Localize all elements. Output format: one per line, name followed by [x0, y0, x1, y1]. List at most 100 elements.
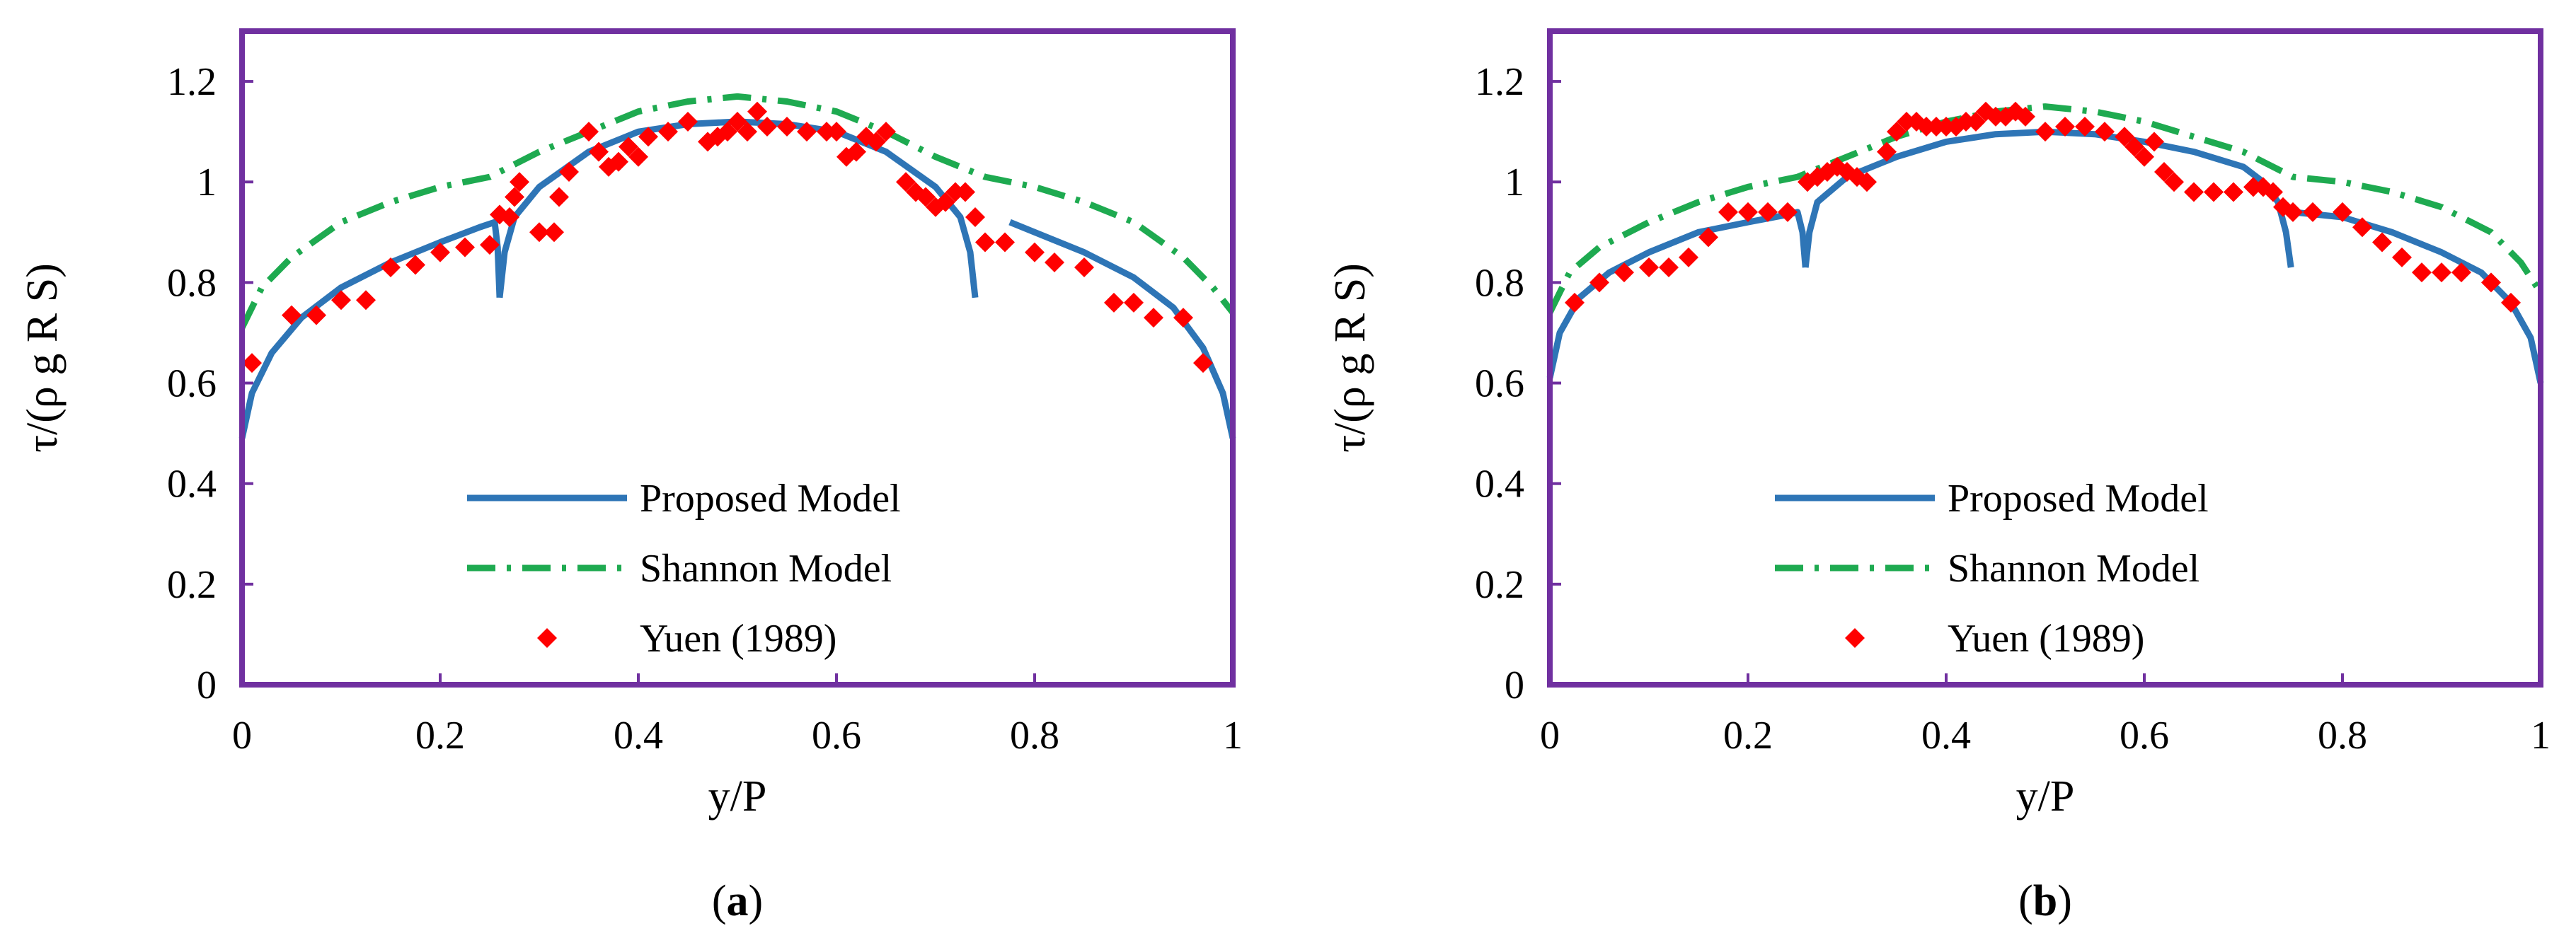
yuen-data-point: [500, 207, 519, 227]
legend-yuen-label: Yuen (1989): [1948, 617, 2144, 661]
yuen-data-point: [1144, 308, 1163, 328]
y-tick-label: 0: [197, 663, 217, 707]
yuen-data-point: [2412, 262, 2432, 283]
yuen-data-point: [430, 242, 450, 262]
x-tick-label: 0.4: [614, 714, 663, 758]
yuen-data-point: [2184, 182, 2204, 202]
y-tick-label: 0.6: [1475, 362, 1524, 406]
yuen-data-point: [331, 290, 351, 311]
yuen-data-point: [1639, 257, 1659, 278]
yuen-data-point: [995, 232, 1015, 253]
yuen-data-point: [965, 207, 985, 227]
shannon-model-line: [238, 93, 1236, 330]
x-tick-label: 0: [1540, 714, 1560, 758]
yuen-data-point: [1124, 292, 1144, 313]
yuen-data-point: [1718, 202, 1738, 222]
y-tick-label: 0.2: [167, 563, 217, 607]
yuen-data-point: [2303, 202, 2323, 222]
yuen-data-point: [955, 182, 975, 202]
y-tick-label: 0.6: [167, 362, 217, 406]
shannon-model-line: [1546, 103, 2543, 314]
yuen-data-point: [2432, 262, 2451, 283]
yuen-data-point: [1173, 308, 1193, 328]
yuen-data-point: [866, 132, 886, 152]
yuen-data-point: [2283, 202, 2303, 222]
chart-panel-b: 0 0.2 0.4 0.6 0.8 1 0 0.2 0.4 0.6 0.8 1 1.2 y/P τ/(ρ g…: [1326, 28, 2551, 925]
yuen-data-point: [1565, 292, 1585, 313]
yuen-data-point: [2055, 117, 2075, 137]
yuen-data-point: [2016, 106, 2035, 127]
yuen-data-point: [1887, 122, 1907, 142]
caption-letter: b: [2033, 877, 2057, 925]
yuen-data-point: [2035, 122, 2055, 142]
yuen-data-point: [242, 353, 262, 373]
y-tick-label: 0.8: [167, 261, 217, 305]
y-tick-label: 1.2: [1475, 60, 1524, 104]
yuen-data-point: [505, 187, 524, 207]
yuen-data-point: [356, 290, 376, 311]
yuen-data-point: [2154, 162, 2174, 182]
proposed-model-line: [238, 219, 503, 439]
caption-letter: a: [727, 877, 749, 925]
yuen-data-point: [1614, 262, 1634, 283]
yuen-data-point: [2115, 127, 2134, 147]
yuen-data-point: [609, 151, 628, 172]
yuen-data-point: [306, 305, 326, 325]
yuen-data-point: [975, 232, 995, 253]
yuen-data-point: [559, 162, 579, 182]
yuen-data-point: [658, 122, 678, 142]
yuen-data-point: [757, 117, 777, 137]
yuen-data-point: [480, 235, 500, 255]
yuen-data-point: [896, 172, 916, 192]
x-axis-label: y/P: [708, 772, 767, 821]
yuen-data-point: [2095, 122, 2115, 142]
panel-caption: (b): [2018, 877, 2072, 925]
yuen-data-point: [728, 111, 747, 132]
x-tick-label: 0.6: [2120, 714, 2169, 758]
yuen-data-point: [1857, 172, 1877, 192]
caption-open-paren: (: [712, 877, 727, 925]
yuen-data-point: [529, 222, 549, 243]
yuen-data-point: [678, 111, 698, 132]
legend-yuen-label: Yuen (1989): [640, 617, 836, 661]
yuen-data-point: [2124, 137, 2144, 157]
x-tick-label: 0.8: [1010, 714, 1059, 758]
yuen-data-point: [628, 146, 648, 167]
yuen-data-point: [510, 172, 529, 192]
yuen-data-point: [1698, 227, 1718, 248]
yuen-data-point: [282, 305, 301, 325]
yuen-data-point: [638, 127, 658, 147]
yuen-data-point: [2134, 146, 2154, 167]
yuen-data-point: [2075, 117, 2095, 137]
yuen-data-point: [2451, 262, 2471, 283]
yuen-data-point: [1104, 292, 1124, 313]
yuen-data-point: [1074, 257, 1094, 278]
y-tick-label: 1.2: [167, 60, 217, 104]
proposed-model-line: [496, 118, 979, 298]
x-tick-label: 1: [1223, 714, 1243, 758]
yuen-data-point: [2372, 232, 2392, 253]
x-tick-label: 0: [232, 714, 252, 758]
yuen-data-point: [1045, 252, 1064, 272]
yuen-data-point: [2481, 272, 2501, 293]
yuen-data-point: [2224, 182, 2243, 202]
plot-frame: [239, 28, 1236, 688]
yuen-data-point: [1659, 257, 1679, 278]
yuen-data-point: [2263, 182, 2283, 202]
caption-open-paren: (: [2018, 877, 2033, 925]
yuen-data-point: [846, 141, 866, 162]
yuen-data-point: [936, 192, 955, 212]
yuen-data-point: [2392, 247, 2412, 267]
y-tick-label: 0.4: [167, 463, 217, 506]
yuen-data-point: [1966, 111, 1986, 132]
yuen-data-point: [1738, 202, 1758, 222]
yuen-data-point: [1877, 141, 1897, 162]
yuen-data-point: [2352, 217, 2372, 238]
yuen-data-point: [718, 122, 737, 142]
yuen-data-point: [1025, 242, 1045, 262]
y-tick-label: 1: [1505, 161, 1524, 204]
legend-proposed-label: Proposed Model: [1948, 477, 2209, 521]
y-tick-label: 0.8: [1475, 261, 1524, 305]
legend-shannon-label: Shannon Model: [1948, 547, 2200, 591]
